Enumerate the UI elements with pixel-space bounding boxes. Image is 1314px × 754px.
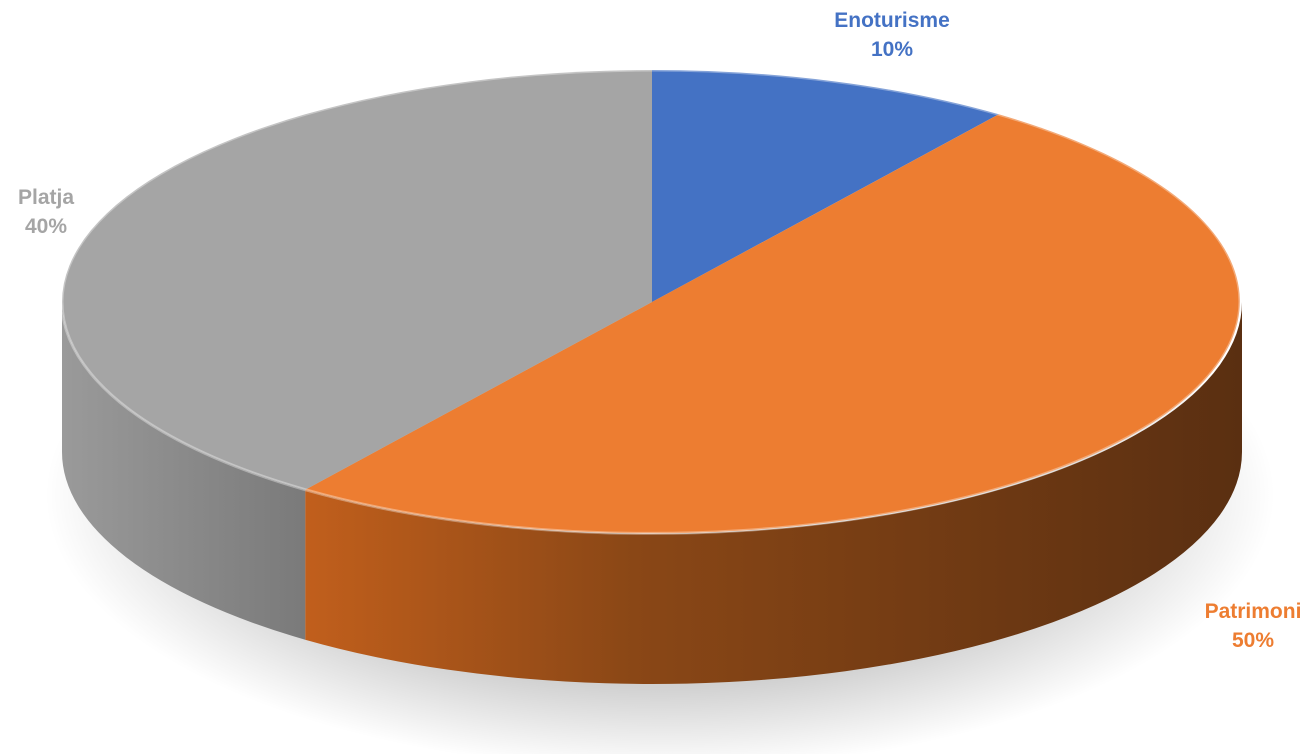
pie-slice-patrimoni[interactable]	[305, 114, 1240, 534]
pie-slice-enoturisme[interactable]	[652, 70, 999, 302]
data-label-category: Enoturisme	[834, 9, 950, 32]
pie-side-patrimoni	[305, 302, 1243, 684]
data-label-category: Platja	[17, 186, 75, 209]
pie-rim-enoturisme	[651, 68, 1000, 116]
pie-rim-patrimoni	[304, 112, 1242, 535]
pie-rim-platja	[60, 68, 653, 492]
data-label-enoturisme: Enoturisme 10%	[822, 6, 962, 64]
pie-rims	[60, 68, 1242, 535]
pie-tops	[62, 70, 1240, 534]
data-label-platja: Platja 40%	[6, 183, 86, 241]
data-label-category: Patrimoni	[1204, 600, 1302, 623]
pie-slice-platja[interactable]	[62, 70, 652, 490]
data-label-patrimoni: Patrimoni 50%	[1192, 597, 1314, 655]
data-label-percent: 10%	[870, 38, 914, 61]
data-label-percent: 50%	[1231, 629, 1275, 652]
pie-sides	[62, 302, 1243, 684]
data-label-percent: 40%	[24, 215, 68, 238]
pie-side-platja	[62, 302, 306, 640]
